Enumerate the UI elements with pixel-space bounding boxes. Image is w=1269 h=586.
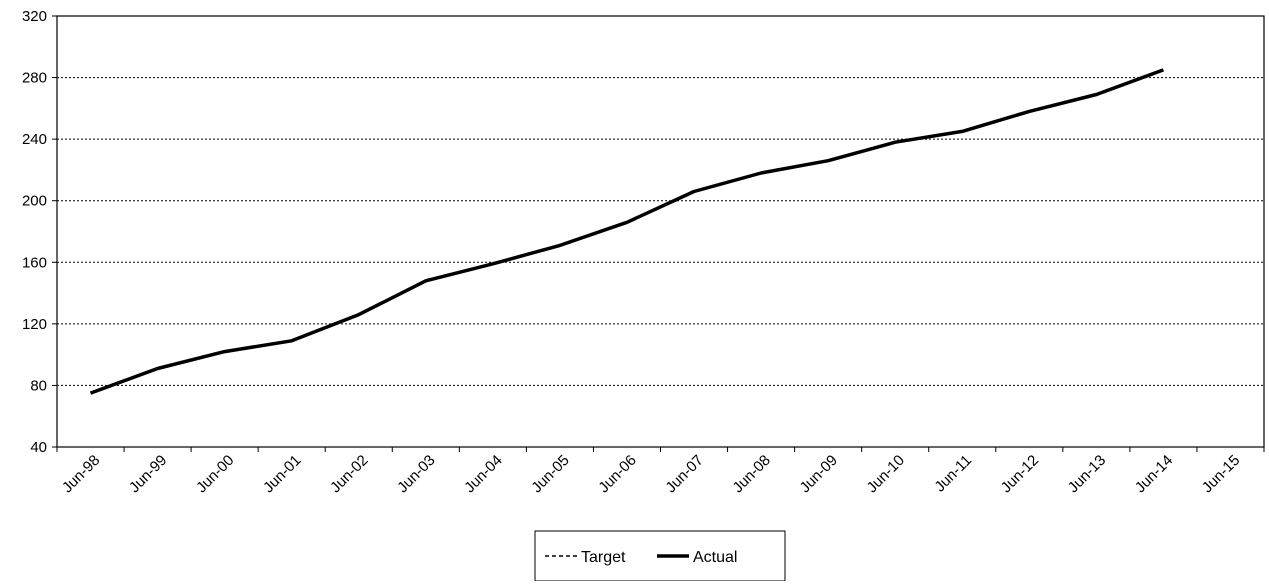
y-tick-label: 40 (30, 439, 47, 456)
x-tick-label: Jun-09 (797, 452, 841, 496)
x-axis: Jun-98 Jun-99 Jun-00 Jun-01 Jun-02 Jun-03 Jun-… (56, 447, 1265, 496)
x-tick-label: Jun-08 (729, 452, 773, 496)
x-tick-label: Jun-12 (998, 452, 1042, 496)
x-tick-label: Jun-05 (528, 452, 572, 496)
y-tick-label: 280 (22, 70, 47, 87)
plot-area-border (56, 15, 1265, 448)
y-tick-label: 320 (22, 8, 47, 25)
gridlines (57, 77, 1264, 386)
x-tick-label: Jun-99 (126, 452, 170, 496)
series-layer (89, 68, 1165, 395)
x-tick-label: Jun-10 (864, 452, 908, 496)
legend-label-target: Target (581, 549, 626, 566)
x-tick-label: Jun-11 (931, 452, 975, 496)
x-tick-label: Jun-03 (394, 452, 438, 496)
y-tick-label: 80 (30, 377, 47, 394)
y-axis: 40 80 120 160 200 240 280 320 (22, 8, 1265, 456)
x-tick-label: Jun-98 (59, 452, 103, 496)
x-tick-label: Jun-01 (260, 452, 304, 496)
x-tick-label: Jun-14 (1132, 452, 1176, 496)
y-tick-label: 160 (22, 254, 47, 271)
x-tick-label: Jun-15 (1199, 452, 1243, 496)
y-tick-label: 120 (22, 316, 47, 333)
x-tick-label: Jun-00 (193, 452, 237, 496)
x-tick-label: Jun-07 (662, 452, 706, 496)
x-tick-label: Jun-02 (327, 452, 371, 496)
x-tick-label: Jun-04 (461, 452, 505, 496)
x-tick-label: Jun-13 (1065, 452, 1109, 496)
x-tick-label: Jun-06 (595, 452, 639, 496)
legend-label-actual: Actual (693, 549, 737, 566)
series-line-actual (89, 68, 1165, 395)
y-tick-label: 240 (22, 131, 47, 148)
y-tick-label: 200 (22, 193, 47, 210)
legend: Target Actual (534, 530, 786, 582)
